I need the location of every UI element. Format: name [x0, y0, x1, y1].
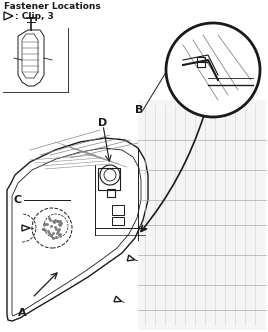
- Polygon shape: [138, 100, 266, 330]
- Bar: [197, 57, 205, 67]
- Text: : Clip, 3: : Clip, 3: [15, 12, 54, 21]
- Bar: [112, 217, 124, 225]
- Text: B: B: [135, 105, 143, 115]
- Circle shape: [166, 23, 260, 117]
- Bar: [98, 168, 120, 190]
- Text: Fastener Locations: Fastener Locations: [4, 2, 101, 11]
- Text: D: D: [98, 118, 107, 128]
- Text: A: A: [18, 308, 27, 318]
- Polygon shape: [7, 138, 148, 321]
- Text: C: C: [14, 195, 22, 205]
- Bar: [112, 205, 124, 215]
- Bar: [107, 189, 115, 197]
